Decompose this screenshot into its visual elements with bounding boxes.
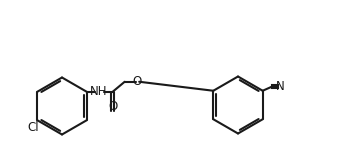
Text: Cl: Cl: [27, 121, 39, 134]
Text: N: N: [276, 80, 285, 93]
Text: NH: NH: [90, 85, 107, 98]
Text: O: O: [132, 75, 142, 88]
Text: O: O: [108, 100, 117, 113]
